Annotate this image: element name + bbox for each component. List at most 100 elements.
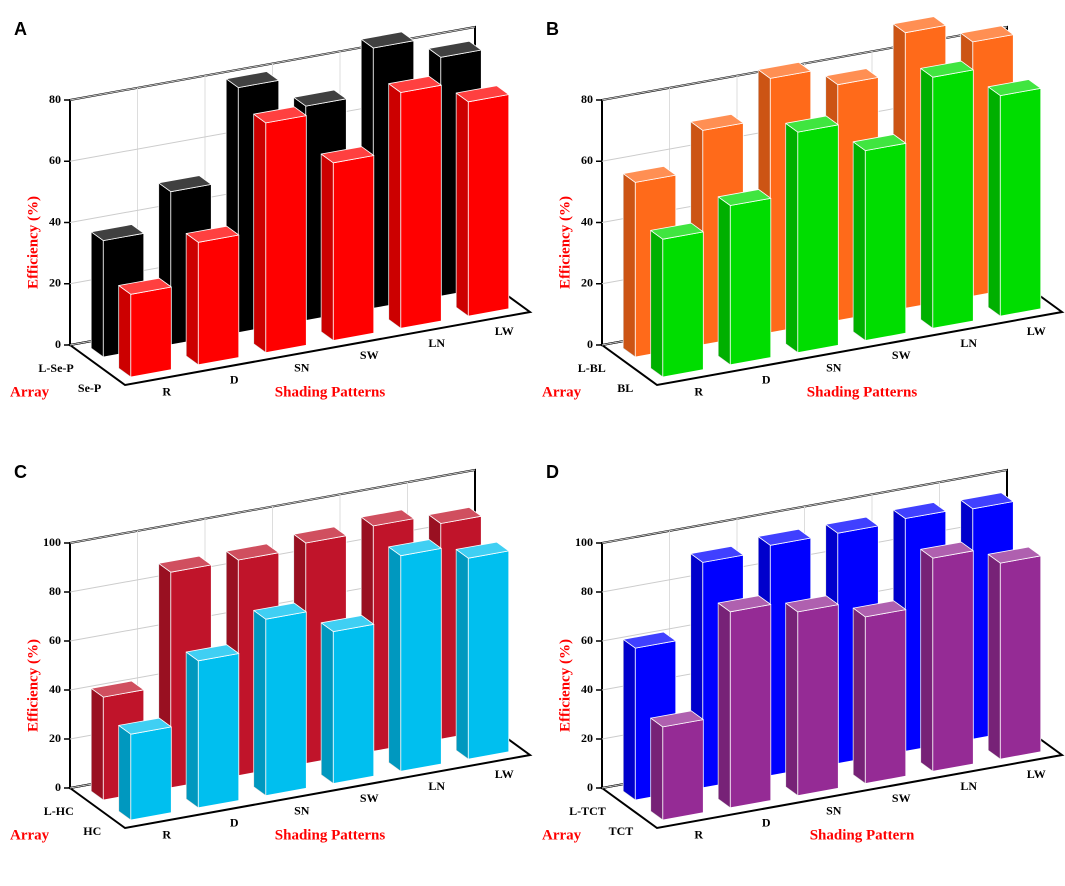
bar-top	[158, 555, 212, 573]
bar-top	[987, 546, 1042, 564]
bar-top	[785, 115, 839, 133]
bar-top-shade	[623, 632, 676, 649]
bar-top-shade	[893, 16, 946, 33]
y-axis-title: Efficiency (%)	[25, 196, 41, 289]
grid-line	[69, 469, 476, 544]
y-tick-label: 20	[49, 276, 61, 290]
y-tick-label: 0	[55, 780, 61, 794]
bar-side-shade	[118, 725, 131, 820]
x-tick-label: R	[694, 385, 703, 399]
bar-front	[400, 548, 442, 772]
y-tick-label: 60	[581, 633, 593, 647]
y-tick-label: 0	[587, 337, 593, 351]
bar-side-shade	[853, 608, 866, 784]
bar	[785, 595, 839, 797]
x-axis-title: Shading Patterns	[807, 384, 918, 400]
panel-letter: A	[14, 19, 27, 39]
bar-top-shade	[91, 224, 144, 241]
bar-top-shade	[853, 600, 906, 617]
bar-top	[892, 16, 947, 34]
series-label: L-Se-P	[38, 361, 73, 375]
y-axis-title: Efficiency (%)	[25, 639, 41, 732]
bar-top-shade	[186, 644, 239, 661]
x-tick-label: LN	[428, 336, 445, 350]
bar	[455, 85, 510, 317]
panel: 0 20 40 60 80 L-BL BL R D SN SW LN LW B Efficiency (%)…	[542, 16, 1065, 400]
x-axis-title: Shading Pattern	[810, 827, 915, 843]
bar-side-shade	[718, 196, 731, 365]
bar-front	[864, 142, 907, 341]
bar-side-shade	[650, 230, 663, 377]
bar-side-shade	[388, 83, 401, 329]
x-tick-label: LN	[428, 779, 445, 793]
y-tick-label: 80	[49, 92, 61, 106]
x-tick-label: SN	[294, 360, 310, 374]
bar-top-shade	[988, 79, 1041, 96]
bar-side-shade	[321, 622, 334, 784]
bar	[920, 541, 974, 772]
bar-top-shade	[785, 116, 839, 133]
bar-front	[729, 197, 772, 366]
bar-front	[130, 726, 172, 821]
bar-top-shade	[186, 226, 239, 243]
bar-top-shade	[853, 134, 906, 151]
x-tick-label: SW	[892, 791, 911, 805]
bar-top	[852, 134, 907, 152]
bar-top	[650, 222, 704, 240]
bar	[650, 222, 704, 378]
bar-front	[662, 231, 704, 378]
panel-letter: B	[546, 19, 559, 39]
bar-top-shade	[321, 615, 374, 632]
x-tick-label: LN	[960, 779, 977, 793]
bar-side-shade	[988, 86, 1001, 317]
bar-side-shade	[186, 233, 199, 365]
bar	[987, 79, 1042, 317]
bar	[852, 600, 907, 784]
bar-side-shade	[186, 652, 199, 808]
bar-top-shade	[960, 492, 1014, 509]
bar-side-shade	[253, 114, 266, 353]
bar-top-shade	[690, 114, 744, 131]
bar-top-shade	[118, 718, 172, 735]
bar-top-shade	[428, 41, 482, 58]
x-tick-label: R	[694, 828, 703, 842]
bar-front	[797, 124, 839, 354]
bar-top-shade	[158, 175, 212, 192]
bar-top	[388, 539, 442, 557]
bar-top-shade	[758, 62, 811, 79]
bar-top	[90, 680, 145, 698]
bar-top	[455, 541, 510, 559]
bar-top-shade	[920, 61, 974, 78]
bar-top-shade	[920, 542, 974, 559]
bar-side-shade	[456, 549, 469, 760]
bar-top	[428, 40, 482, 58]
x-tick-label: SW	[892, 348, 911, 362]
bar	[118, 717, 172, 821]
y-tick-label: 80	[581, 92, 593, 106]
x-tick-label: SN	[826, 360, 842, 374]
bar-top	[118, 717, 172, 735]
bar-side-shade	[623, 173, 636, 357]
bar-top	[388, 76, 442, 93]
bar-side-shade	[920, 549, 933, 772]
bar-top-shade	[388, 539, 442, 556]
bar-top	[225, 71, 280, 88]
bar-top-shade	[690, 546, 744, 563]
bar-front	[265, 611, 307, 797]
bar-front	[197, 653, 240, 809]
bar	[717, 595, 772, 809]
series-label: Se-P	[78, 381, 101, 395]
x-tick-label: D	[230, 373, 239, 387]
bar-side-shade	[785, 123, 798, 353]
bar-top-shade	[718, 189, 771, 206]
bar	[388, 76, 442, 329]
bar-front	[265, 115, 307, 354]
y-tick-label: 20	[581, 731, 593, 745]
bar-front	[467, 550, 510, 760]
y-tick-label: 40	[581, 682, 593, 696]
bar-side-shade	[920, 68, 933, 329]
bar-top	[253, 602, 307, 620]
bar	[455, 541, 510, 760]
bar-top	[118, 277, 172, 295]
bar-front	[400, 84, 442, 329]
